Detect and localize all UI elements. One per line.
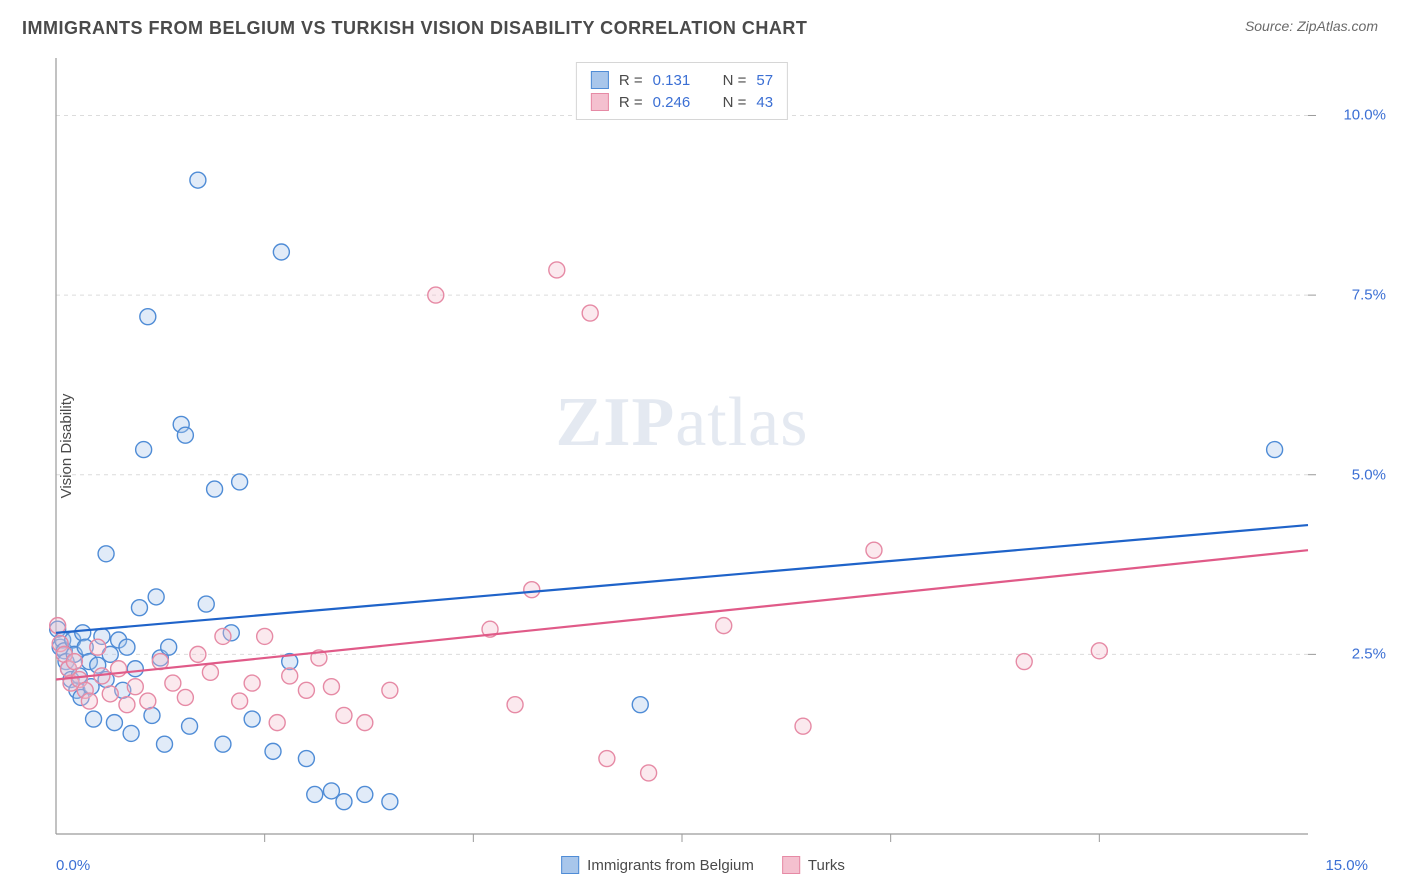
series-legend-item-1: Turks [782,856,845,874]
legend-swatch-0 [591,71,609,89]
source-attribution: Source: ZipAtlas.com [1245,18,1378,34]
source-name: ZipAtlas.com [1297,18,1378,34]
n-value-0: 57 [756,72,773,89]
y-tick-label: 2.5% [1352,646,1386,663]
y-tick-label: 7.5% [1352,287,1386,304]
series-legend: Immigrants from Belgium Turks [561,856,845,874]
x-tick-max: 15.0% [1325,857,1368,874]
source-prefix: Source: [1245,18,1297,34]
r-label: R = [619,94,643,111]
n-label: N = [723,94,747,111]
r-value-1: 0.246 [653,94,703,111]
r-label: R = [619,72,643,89]
x-tick-min: 0.0% [56,857,90,874]
correlation-legend-row-0: R = 0.131 N = 57 [591,69,773,91]
correlation-legend-row-1: R = 0.246 N = 43 [591,91,773,113]
series-legend-item-0: Immigrants from Belgium [561,856,754,874]
series-legend-label-1: Turks [808,857,845,874]
chart-title: IMMIGRANTS FROM BELGIUM VS TURKISH VISIO… [22,18,807,39]
correlation-legend: R = 0.131 N = 57 R = 0.246 N = 43 [576,62,788,120]
legend-swatch-bottom-0 [561,856,579,874]
scatter-plot-svg [56,58,1308,834]
n-label: N = [723,72,747,89]
y-tick-label: 10.0% [1343,107,1386,124]
series-legend-label-0: Immigrants from Belgium [587,857,754,874]
r-value-0: 0.131 [653,72,703,89]
legend-swatch-bottom-1 [782,856,800,874]
chart-header: IMMIGRANTS FROM BELGIUM VS TURKISH VISIO… [0,0,1406,39]
y-tick-label: 5.0% [1352,466,1386,483]
legend-swatch-1 [591,93,609,111]
n-value-1: 43 [756,94,773,111]
plot-area: ZIPatlas R = 0.131 N = 57 R = 0.246 N = … [56,58,1308,834]
